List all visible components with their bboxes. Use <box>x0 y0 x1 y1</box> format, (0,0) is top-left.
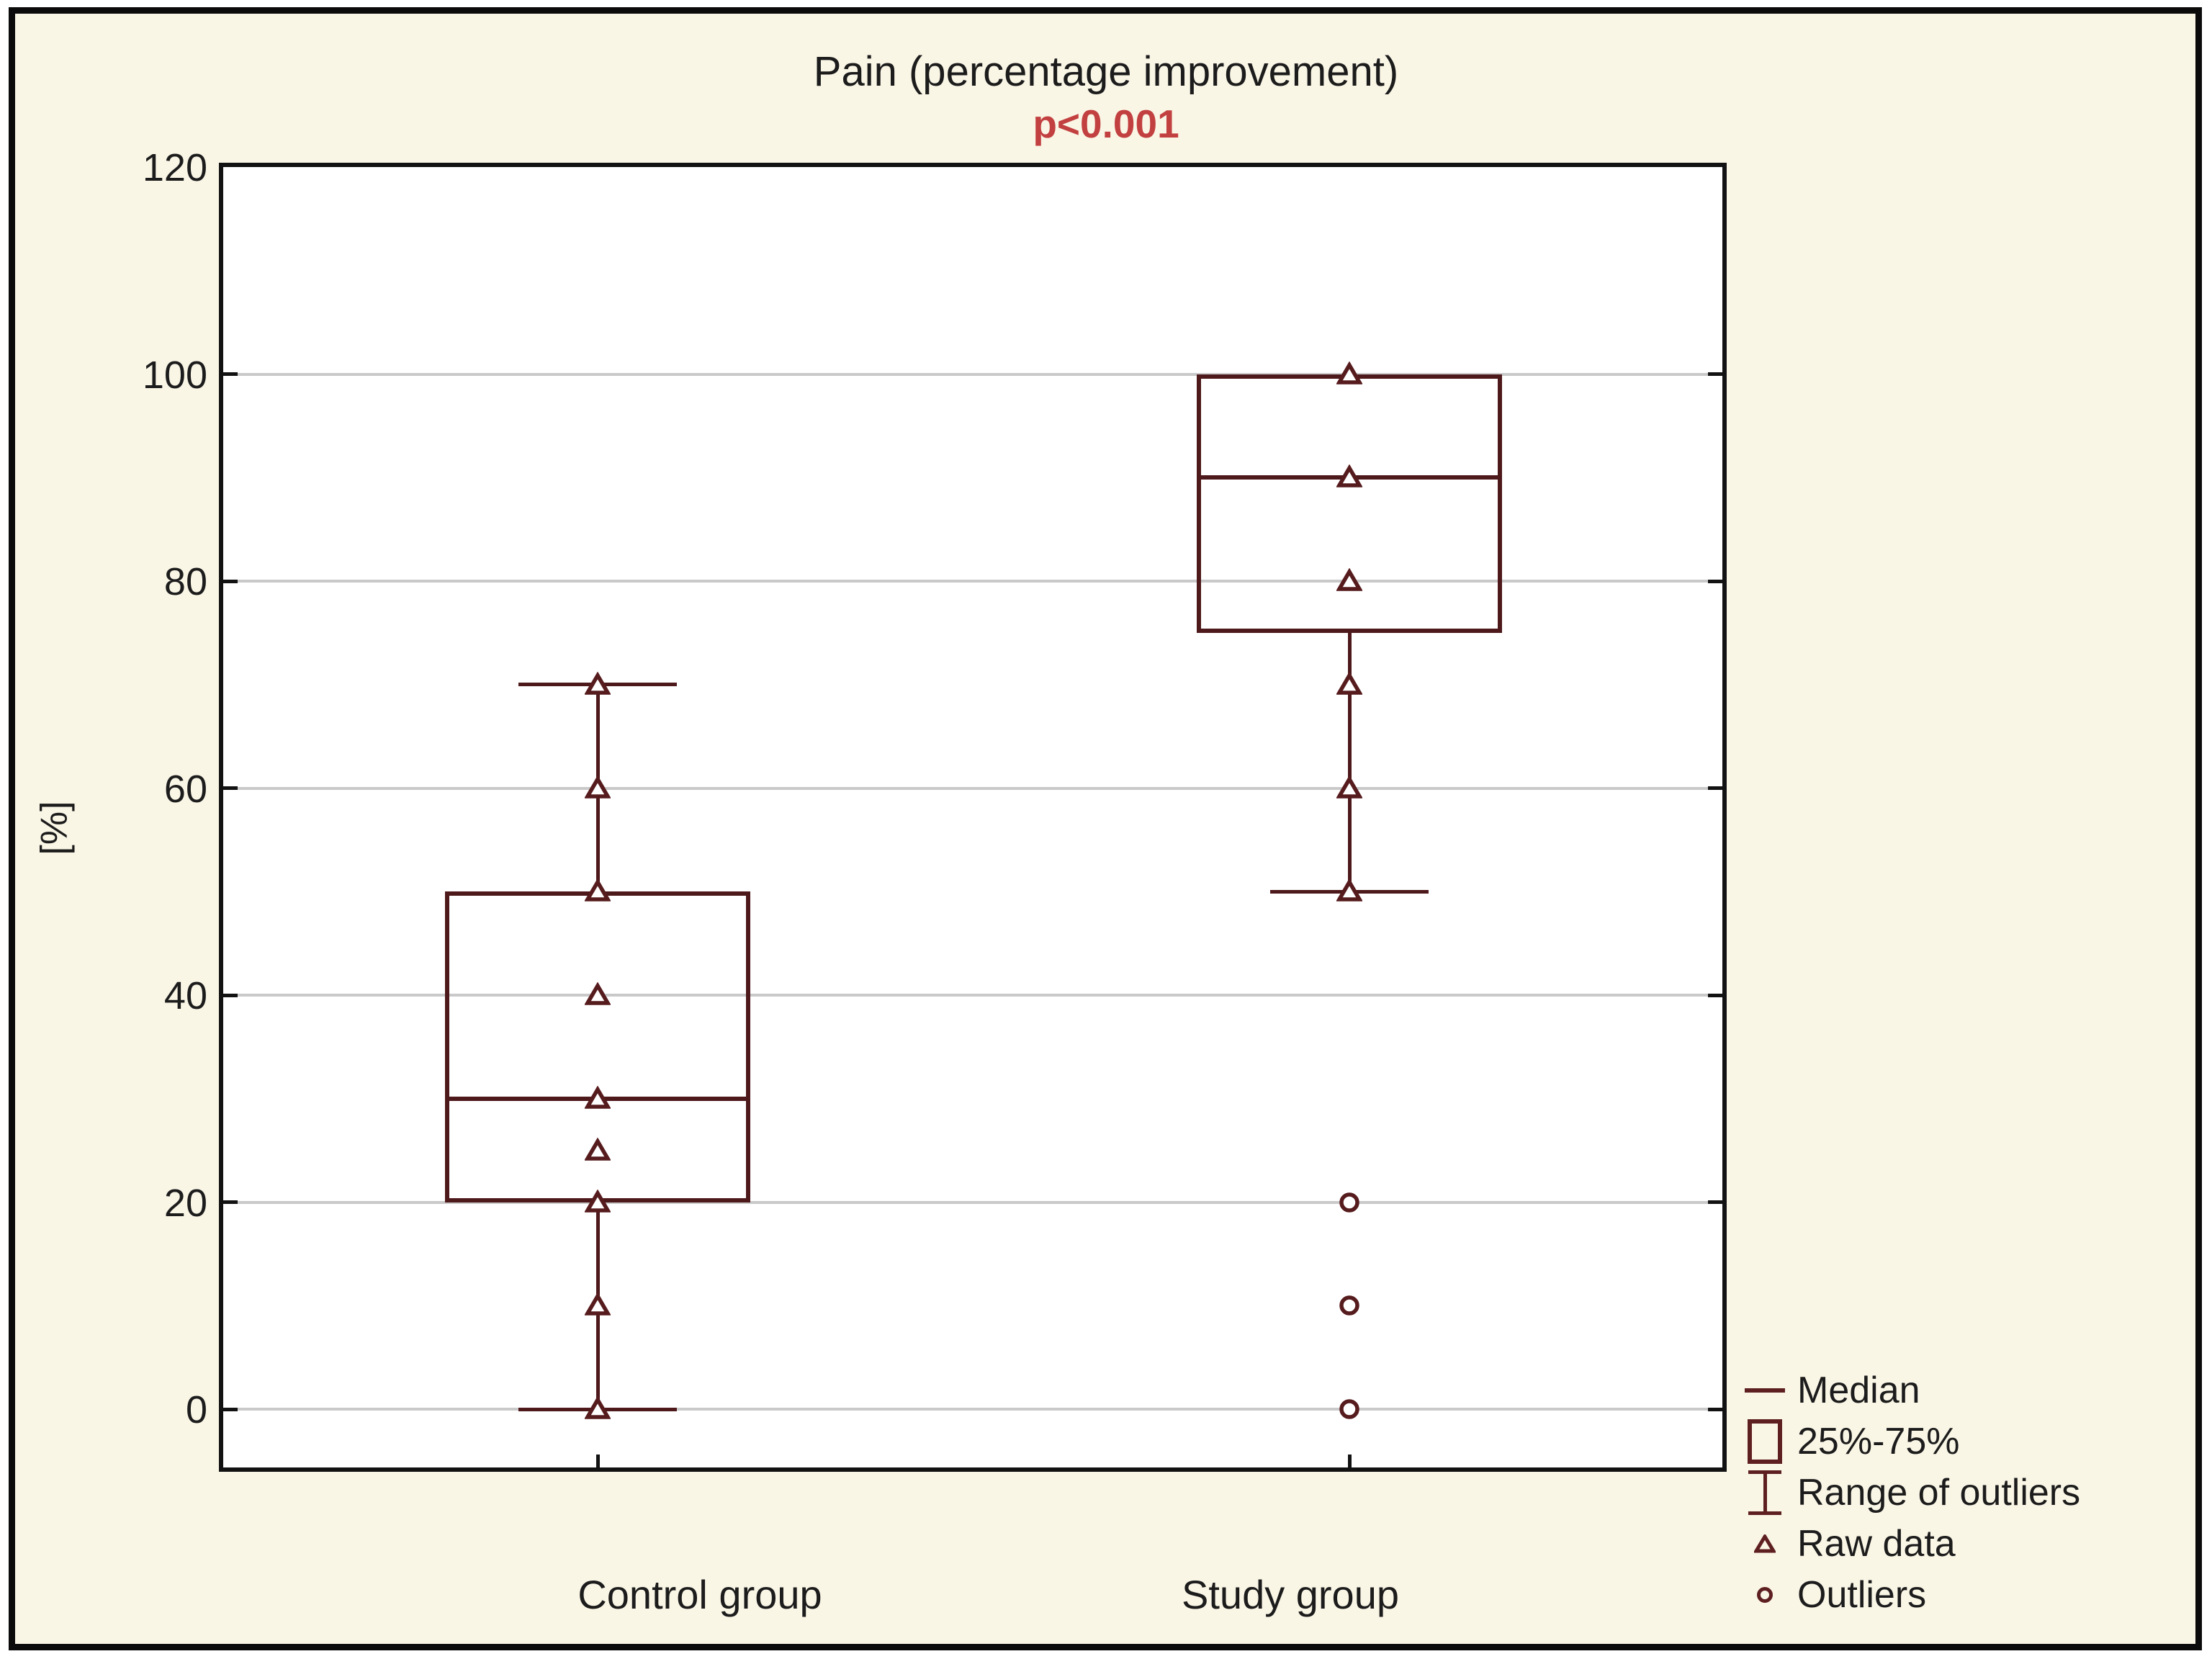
y-tick-right-0 <box>1708 1407 1722 1411</box>
y-tick-label-80: 80 <box>163 560 207 603</box>
gridline-60 <box>223 786 1722 790</box>
outlier-marker-1-10 <box>1339 1295 1359 1316</box>
gridline-20 <box>223 1200 1722 1204</box>
raw-data-marker-0-0 <box>585 1396 611 1419</box>
legend-label-whisker: Range of outliers <box>1797 1471 2081 1514</box>
y-tick-right-100 <box>1708 372 1722 376</box>
chart-title: Pain (percentage improvement) <box>813 48 1399 95</box>
legend-label-median-line: Median <box>1797 1369 1920 1411</box>
legend-item-triangle: Raw data <box>1738 1518 1956 1569</box>
x-tick-category-0 <box>595 1455 600 1467</box>
raw-data-marker-0-70 <box>585 671 611 695</box>
raw-data-marker-1-70 <box>1336 671 1362 695</box>
x-tick-category-1 <box>1347 1455 1352 1467</box>
x-category-label-control-group: Control group <box>577 1572 822 1617</box>
raw-data-marker-0-60 <box>585 775 611 799</box>
raw-data-marker-1-80 <box>1336 568 1362 591</box>
y-tick-label-20: 20 <box>163 1181 207 1225</box>
legend-item-whisker: Range of outliers <box>1738 1467 2080 1518</box>
raw-data-marker-1-50 <box>1336 878 1362 902</box>
raw-data-marker-0-10 <box>585 1292 611 1316</box>
gridline-0 <box>223 1408 1722 1411</box>
p-value-annotation: p<0.001 <box>1033 102 1179 146</box>
y-tick-right-40 <box>1708 993 1722 997</box>
legend-label-triangle: Raw data <box>1797 1522 1956 1565</box>
y-tick-left-60 <box>223 786 238 790</box>
gridline-40 <box>223 994 1722 997</box>
outlier-marker-1-20 <box>1339 1192 1359 1213</box>
raw-data-marker-0-25 <box>585 1137 611 1161</box>
gridline-100 <box>223 372 1722 376</box>
triangle-legend-icon <box>1738 1534 1791 1553</box>
y-tick-label-120: 120 <box>142 146 207 189</box>
raw-data-marker-1-60 <box>1336 775 1362 799</box>
y-tick-label-0: 0 <box>185 1388 207 1431</box>
raw-data-marker-1-90 <box>1336 464 1362 487</box>
raw-data-marker-0-40 <box>585 982 611 1005</box>
box-legend-icon <box>1738 1419 1791 1464</box>
legend-item-circle: Outliers <box>1738 1569 1926 1620</box>
y-tick-label-100: 100 <box>142 353 207 397</box>
y-tick-right-80 <box>1708 579 1722 583</box>
circle-legend-icon <box>1738 1586 1791 1604</box>
y-tick-left-40 <box>223 993 238 997</box>
y-tick-left-0 <box>223 1407 238 1411</box>
y-tick-label-40: 40 <box>163 974 207 1017</box>
y-tick-left-20 <box>223 1200 238 1204</box>
y-tick-right-60 <box>1708 786 1722 790</box>
legend-label-circle: Outliers <box>1797 1573 1927 1616</box>
whisker-legend-icon <box>1738 1470 1791 1515</box>
raw-data-marker-0-50 <box>585 878 611 902</box>
y-tick-left-80 <box>223 579 238 583</box>
plot-area <box>219 163 1727 1472</box>
gridline-80 <box>223 580 1722 583</box>
y-tick-right-20 <box>1708 1200 1722 1204</box>
legend-item-median-line: Median <box>1738 1364 1920 1416</box>
y-tick-label-60: 60 <box>163 767 207 811</box>
whisker-lower-1 <box>1347 632 1352 892</box>
legend-item-box: 25%-75% <box>1738 1416 1959 1467</box>
raw-data-marker-0-20 <box>585 1189 611 1213</box>
raw-data-marker-1-100 <box>1336 361 1362 385</box>
median-line-legend-icon <box>1738 1388 1791 1393</box>
outlier-marker-1-0 <box>1339 1399 1359 1419</box>
legend-label-box: 25%-75% <box>1797 1420 1960 1462</box>
x-category-label-study-group: Study group <box>1182 1572 1399 1617</box>
y-tick-left-100 <box>223 372 238 376</box>
raw-data-marker-0-30 <box>585 1085 611 1109</box>
